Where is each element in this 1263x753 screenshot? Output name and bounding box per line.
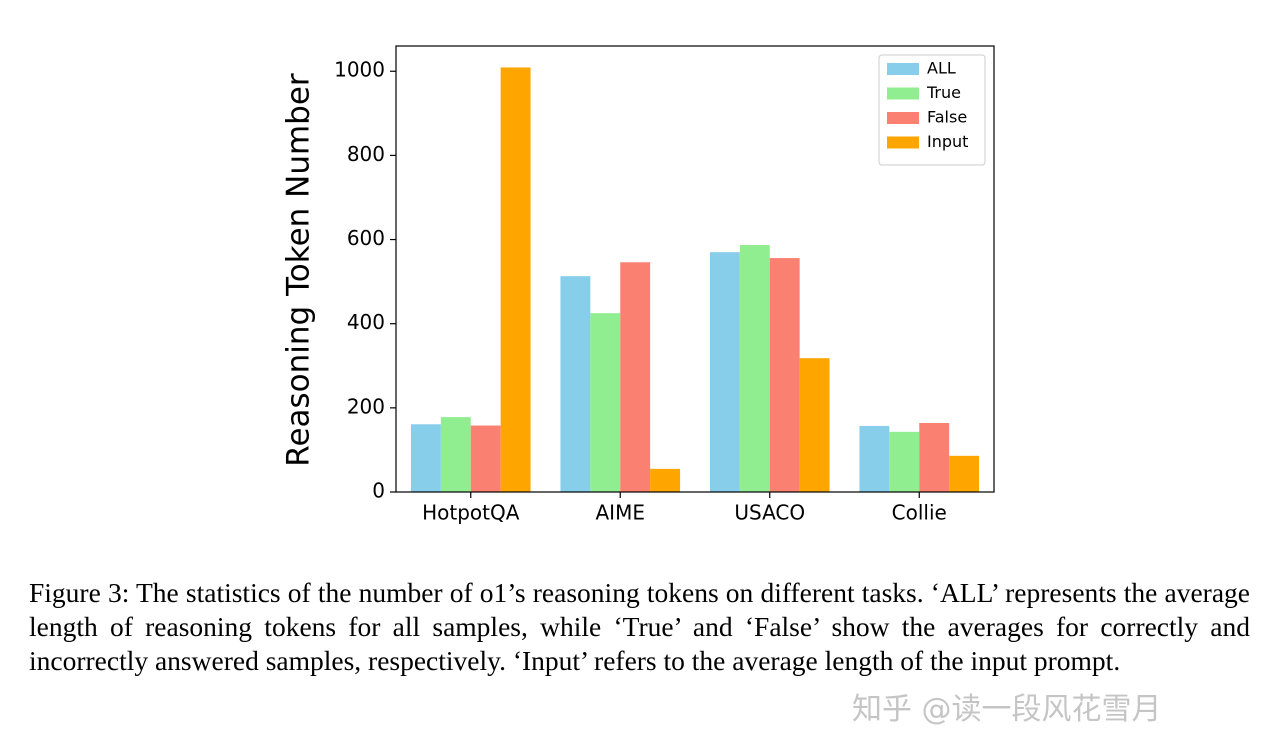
y-tick-label: 400 — [347, 310, 385, 334]
y-axis-label: Reasoning Token Number — [281, 73, 317, 467]
bar — [590, 313, 621, 492]
bar — [500, 67, 531, 492]
legend-swatch — [887, 63, 919, 75]
watermark: 知乎 @读一段风花雪月 — [852, 692, 1162, 727]
x-tick-label: AIME — [596, 501, 645, 525]
bar — [410, 424, 441, 492]
legend-label: Input — [927, 132, 968, 151]
plot-frame — [395, 45, 995, 493]
chart: Reasoning Token Number 0 200 400 600 800 1000… — [281, 45, 995, 525]
legend-swatch — [887, 87, 919, 100]
bar — [859, 425, 890, 492]
bar — [440, 417, 471, 492]
legend-label: True — [926, 83, 961, 102]
y-tick-label: 800 — [347, 142, 385, 166]
bar — [620, 262, 651, 492]
bar — [739, 245, 770, 492]
bar — [949, 455, 980, 492]
bar — [889, 431, 920, 492]
x-tick-label: USACO — [734, 501, 805, 525]
legend-swatch — [887, 136, 919, 149]
legend-label: ALL — [927, 59, 956, 78]
bar — [769, 258, 800, 492]
legend-label: False — [927, 108, 967, 127]
bar — [919, 422, 950, 492]
bar — [799, 358, 830, 492]
y-tick-label: 600 — [347, 226, 385, 250]
caption: Figure 3: The statistics of the number o… — [29, 577, 1250, 676]
x-tick-label: Collie — [892, 501, 947, 525]
bar — [709, 252, 740, 492]
bar — [650, 468, 681, 492]
y-tick-label: 0 — [372, 479, 385, 503]
legend-swatch — [887, 112, 919, 124]
bar — [470, 425, 501, 492]
bar — [560, 276, 591, 492]
y-tick-label: 1000 — [334, 58, 385, 82]
y-tick-label: 200 — [347, 394, 385, 418]
x-tick-label: HotpotQA — [422, 501, 520, 525]
